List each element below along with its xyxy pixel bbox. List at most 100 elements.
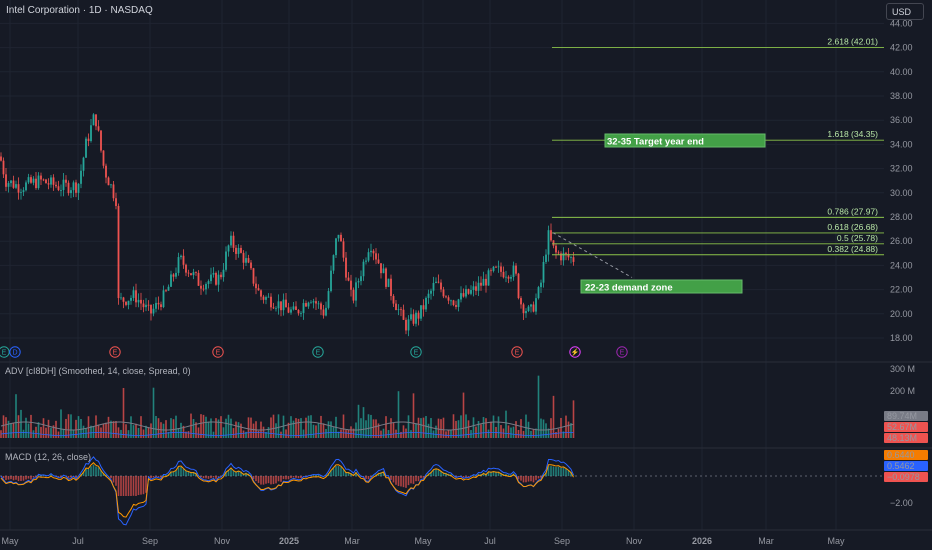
candle-body	[452, 300, 455, 306]
volume-bar	[565, 415, 567, 438]
volume-bar	[202, 414, 205, 438]
macd-histogram-bar	[445, 472, 447, 476]
candle-body	[300, 312, 302, 314]
macd-histogram-bar	[267, 476, 270, 484]
candle-body	[130, 297, 132, 301]
candle-body	[307, 302, 310, 307]
volume-bar	[0, 430, 2, 438]
volume-bar	[15, 394, 17, 438]
macd-histogram-bar	[160, 476, 162, 478]
macd-histogram-bar	[162, 475, 165, 476]
volume-bar	[72, 429, 75, 438]
macd-histogram-bar	[312, 475, 315, 476]
candle-body	[547, 230, 550, 255]
candle-body	[55, 184, 57, 187]
price-axis[interactable]: 44.00 42.00 40.00 38.00 36.00 34.00 32.00 30.00…	[890, 18, 915, 508]
macd-histogram-bar	[415, 476, 417, 482]
macd-histogram-bar	[555, 467, 557, 476]
candle-body	[505, 276, 507, 278]
candle-body	[450, 300, 452, 302]
event-markers[interactable]: E D E E E E E ⚡ E	[0, 346, 628, 358]
macd-histogram-bar	[142, 476, 145, 495]
volume-bar	[262, 426, 265, 438]
candle-body	[540, 282, 542, 288]
macd-histogram-bar	[50, 474, 52, 476]
volume-bar	[147, 427, 150, 438]
currency-button[interactable]: USD	[886, 3, 924, 20]
candle-body	[332, 255, 335, 271]
volume-bar	[270, 417, 272, 438]
macd-histogram-bar	[497, 471, 500, 476]
candle-body	[352, 289, 355, 301]
volume-bar	[115, 421, 117, 438]
volume-bar	[142, 429, 145, 438]
candle-body	[125, 301, 127, 305]
macd-histogram-bar	[380, 472, 382, 476]
macd-histogram-bar	[5, 476, 7, 481]
candle-body	[47, 183, 50, 185]
target-zone-label: 32-35 Target year end	[607, 137, 704, 148]
macd-histogram-bar	[15, 476, 17, 480]
candle-body	[210, 274, 212, 282]
volume-bar	[327, 421, 330, 438]
volume-bar	[45, 427, 47, 438]
macd-histogram-bar	[287, 476, 290, 480]
macd-histogram-bar	[170, 471, 172, 476]
macd-indicator-label[interactable]: MACD (12, 26, close)	[5, 452, 92, 462]
adv-indicator-label[interactable]: ADV [cI8DH] (Smoothed, 14, close, Spread…	[5, 366, 191, 376]
volume-bar	[232, 428, 235, 438]
macd-histogram-bar	[7, 476, 10, 480]
value-badge	[884, 411, 928, 421]
macd-histogram-bar	[222, 475, 225, 476]
volume-bar	[482, 417, 485, 438]
time-axis[interactable]: May Jul Sep Nov 2025 Mar May Jul Sep Nov 2026 Mar Ma…	[1, 536, 845, 546]
candle-body	[40, 175, 42, 180]
volume-bar	[187, 431, 190, 438]
candle-body	[570, 257, 572, 258]
candle-body	[42, 179, 45, 181]
volume-bar	[180, 422, 182, 438]
time-label: May	[1, 536, 19, 546]
volume-bar	[215, 418, 217, 438]
candle-body	[395, 303, 397, 311]
volume-bar	[112, 421, 115, 438]
candle-body	[372, 250, 375, 254]
volume-bar	[400, 431, 402, 438]
macd-histogram-bar	[495, 471, 497, 476]
volume-bar	[87, 416, 90, 438]
candle-body	[312, 301, 315, 303]
value-badge-text: 0.5462	[887, 461, 915, 471]
candle-body	[402, 309, 405, 320]
dividend-event-icon	[9, 346, 21, 358]
macd-histogram-bar	[527, 476, 530, 482]
fib-label: 0.618 (26.68)	[827, 222, 878, 232]
candle-body	[510, 276, 512, 279]
macd-histogram-bar	[180, 466, 182, 476]
candle-body	[485, 278, 487, 286]
volume-bar	[570, 423, 572, 438]
candle-body	[235, 247, 237, 254]
volume-bar	[25, 417, 27, 438]
earnings-event-letter: E	[216, 350, 221, 357]
macd-histogram-bar	[90, 466, 92, 476]
macd-histogram-bar	[567, 470, 570, 476]
candle-body	[17, 184, 20, 193]
candle-body	[290, 309, 292, 313]
volume-bar	[225, 418, 227, 438]
volume-bar	[275, 423, 277, 438]
candle-body	[432, 282, 435, 291]
volume-bar	[200, 414, 202, 438]
candle-body	[165, 290, 167, 292]
candle-body	[427, 293, 430, 298]
volume-bar	[552, 395, 555, 438]
macd-histogram-bar	[205, 476, 207, 479]
candle-body	[430, 290, 432, 294]
volume-bar	[442, 417, 445, 438]
volume-bar	[305, 417, 307, 438]
candle-body	[440, 282, 442, 290]
macd-histogram-bar	[110, 476, 112, 479]
value-badge	[884, 422, 928, 432]
candle-body	[527, 306, 530, 312]
volume-bar	[487, 429, 490, 438]
